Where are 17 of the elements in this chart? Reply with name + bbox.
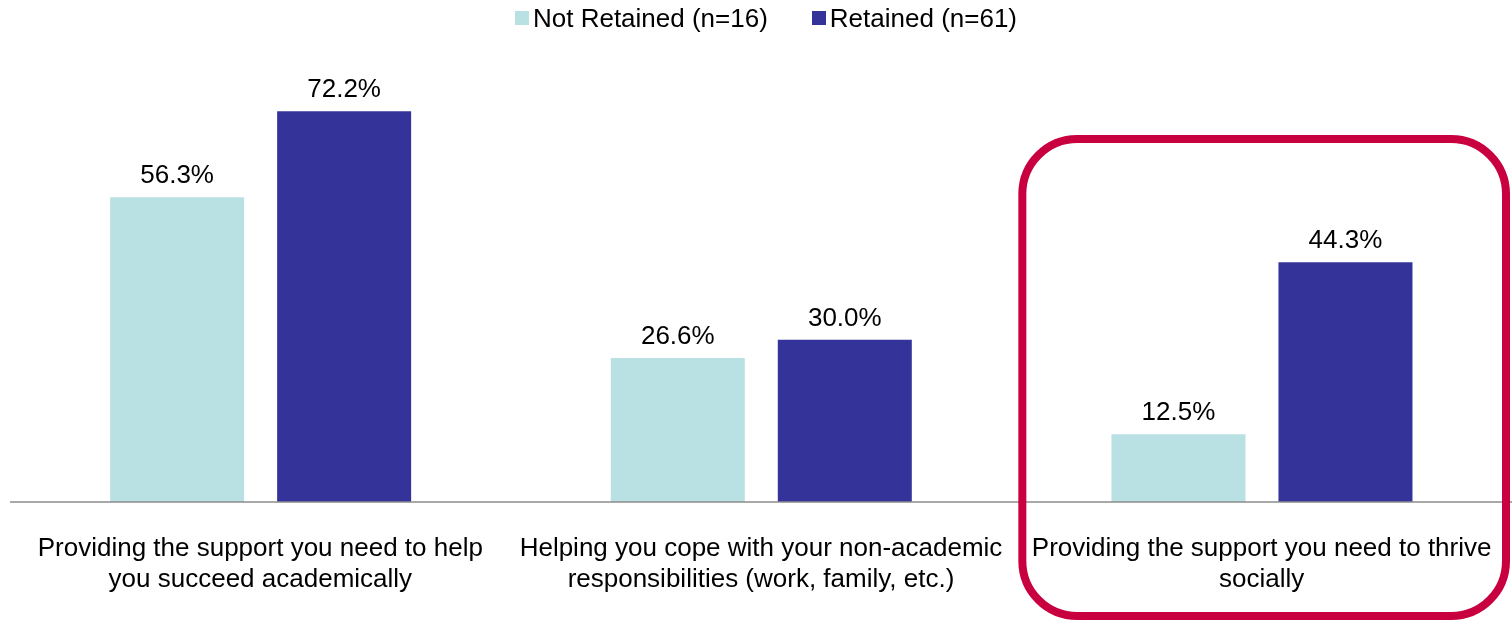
x-tick-label: Providing the support you need to help you succeed academically <box>37 532 483 593</box>
data-label: 30.0% <box>807 301 882 332</box>
data-label: 44.3% <box>1308 224 1383 255</box>
data-label: 26.6% <box>640 320 715 351</box>
x-tick-label: Providing the support you need to thrive socially <box>1031 532 1492 593</box>
legend-label: Not Retained (n=16) <box>532 2 768 34</box>
bar <box>1278 262 1413 502</box>
data-label: 56.3% <box>140 159 214 190</box>
x-tick-label: Helping you cope with your non-academic responsibilities (work, family, etc.) <box>519 532 1003 593</box>
bar <box>110 197 245 502</box>
bar <box>610 358 745 502</box>
data-label: 72.2% <box>307 73 381 104</box>
bar <box>777 339 912 502</box>
legend-label: Retained (n=61) <box>829 2 1018 34</box>
data-label: 12.5% <box>1141 396 1216 427</box>
bar <box>1111 434 1246 502</box>
bar <box>277 111 412 502</box>
